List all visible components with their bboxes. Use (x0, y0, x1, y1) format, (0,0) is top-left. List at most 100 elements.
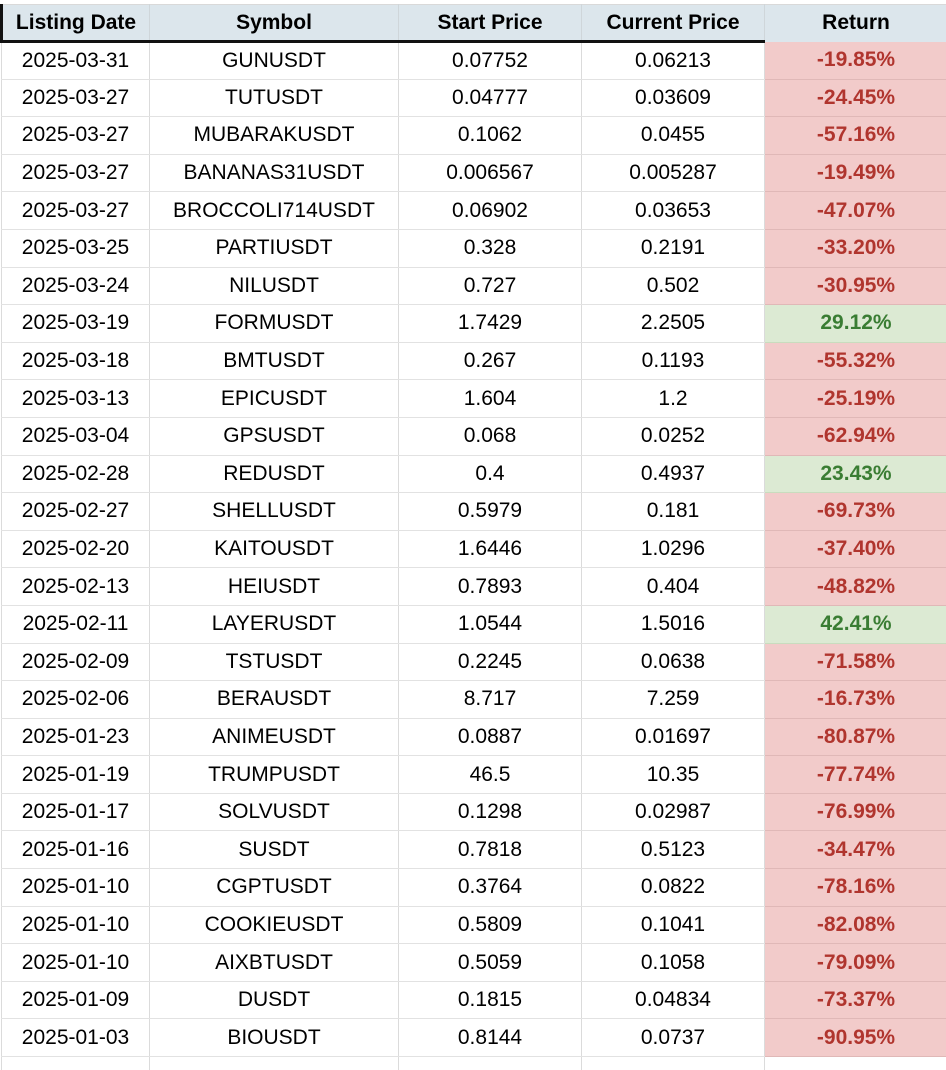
current-price-cell: 0.502 (581, 267, 765, 306)
symbol-cell: TUTUSDT (149, 79, 399, 118)
current-price-cell: 10.35 (581, 755, 765, 794)
current-price-cell: 0.04834 (581, 981, 765, 1020)
symbol-cell: HEIUSDT (149, 567, 399, 606)
symbol-cell: BERAUSDT (149, 680, 399, 719)
table-row: 2025-03-25 PARTIUSDT 0.328 0.2191 -33.20% (1, 229, 946, 268)
listing-date-cell: 2025-02-11 (1, 605, 150, 644)
table-row: 2025-01-10 CGPTUSDT 0.3764 0.0822 -78.16% (1, 868, 946, 907)
empty-cell (398, 1056, 582, 1070)
symbol-cell: MUBARAKUSDT (149, 116, 399, 155)
symbol-cell: GPSUSDT (149, 417, 399, 456)
symbol-cell: DUSDT (149, 981, 399, 1020)
table-header: Listing Date Symbol Start Price Current … (0, 4, 946, 43)
symbol-cell: PARTIUSDT (149, 229, 399, 268)
current-price-cell: 0.181 (581, 492, 765, 531)
symbol-cell: COOKIEUSDT (149, 906, 399, 945)
symbol-cell: ANIMEUSDT (149, 718, 399, 757)
table-row: 2025-01-16 SUSDT 0.7818 0.5123 -34.47% (1, 830, 946, 870)
start-price-cell: 0.7893 (398, 567, 582, 606)
return-cell: -37.40% (764, 530, 946, 569)
return-cell: -80.87% (764, 718, 946, 757)
listing-date-cell: 2025-03-04 (1, 417, 150, 456)
current-price-cell: 2.2505 (581, 304, 765, 343)
table-row: 2025-02-09 TSTUSDT 0.2245 0.0638 -71.58% (1, 643, 946, 682)
current-price-cell: 0.0737 (581, 1018, 765, 1058)
symbol-cell: BIOUSDT (149, 1018, 399, 1058)
table-body: 2025-03-31 GUNUSDT 0.07752 0.06213 -19.85% 20… (1, 41, 946, 1070)
table-row: 2025-03-13 EPICUSDT 1.604 1.2 -25.19% (1, 379, 946, 418)
start-price-cell: 0.1815 (398, 981, 582, 1020)
symbol-cell: GUNUSDT (149, 41, 399, 80)
current-price-cell: 0.404 (581, 567, 765, 606)
listing-date-cell: 2025-03-18 (1, 342, 150, 381)
return-cell: -24.45% (764, 79, 946, 118)
listing-date-cell: 2025-01-03 (1, 1018, 150, 1058)
table-row: 2025-02-20 KAITOUSDT 1.6446 1.0296 -37.40% (1, 530, 946, 569)
return-cell: -19.49% (764, 154, 946, 193)
listings-table: Listing Date Symbol Start Price Current … (0, 4, 946, 1070)
start-price-cell: 0.2245 (398, 643, 582, 682)
partial-row (1, 1056, 946, 1070)
current-price-cell: 0.4937 (581, 455, 765, 494)
return-cell: -69.73% (764, 492, 946, 531)
symbol-cell: BMTUSDT (149, 342, 399, 381)
table-row: 2025-01-10 COOKIEUSDT 0.5809 0.1041 -82.08% (1, 906, 946, 945)
symbol-cell: NILUSDT (149, 267, 399, 306)
listing-date-cell: 2025-01-10 (1, 943, 150, 982)
return-cell: -77.74% (764, 755, 946, 794)
table-row: 2025-01-23 ANIMEUSDT 0.0887 0.01697 -80.87% (1, 718, 946, 757)
return-cell: -62.94% (764, 417, 946, 456)
start-price-cell: 0.068 (398, 417, 582, 456)
table-row: 2025-02-27 SHELLUSDT 0.5979 0.181 -69.73% (1, 492, 946, 531)
table-row: 2025-01-10 AIXBTUSDT 0.5059 0.1058 -79.09% (1, 943, 946, 982)
table-row: 2025-03-27 MUBARAKUSDT 0.1062 0.0455 -57.16% (1, 116, 946, 155)
return-cell: 29.12% (764, 304, 946, 343)
return-cell: -79.09% (764, 943, 946, 982)
listing-date-cell: 2025-01-09 (1, 981, 150, 1020)
start-price-cell: 0.0887 (398, 718, 582, 757)
symbol-cell: SUSDT (149, 830, 399, 870)
current-price-cell: 0.03609 (581, 79, 765, 118)
return-cell: -82.08% (764, 906, 946, 945)
symbol-cell: BROCCOLI714USDT (149, 191, 399, 230)
start-price-cell: 0.5809 (398, 906, 582, 945)
start-price-cell: 8.717 (398, 680, 582, 719)
start-price-cell: 0.006567 (398, 154, 582, 193)
current-price-cell: 0.0638 (581, 643, 765, 682)
start-price-cell: 1.0544 (398, 605, 582, 644)
table-row: 2025-03-27 BANANAS31USDT 0.006567 0.005287-… (1, 154, 946, 193)
empty-cell (581, 1056, 765, 1070)
return-cell: -55.32% (764, 342, 946, 381)
start-price-cell: 46.5 (398, 755, 582, 794)
symbol-cell: FORMUSDT (149, 304, 399, 343)
return-cell: 42.41% (764, 605, 946, 644)
table-row: 2025-03-27 BROCCOLI714USDT 0.06902 0.03653-… (1, 191, 946, 230)
current-price-cell: 0.2191 (581, 229, 765, 268)
col-header-symbol: Symbol (149, 4, 399, 43)
table-row: 2025-01-03 BIOUSDT 0.8144 0.0737 -90.95% (1, 1018, 946, 1058)
table-row: 2025-03-27 TUTUSDT 0.04777 0.03609 -24.45% (1, 79, 946, 118)
listing-date-cell: 2025-02-20 (1, 530, 150, 569)
empty-cell (1, 1056, 150, 1070)
start-price-cell: 1.7429 (398, 304, 582, 343)
table-row: 2025-01-09 DUSDT 0.1815 0.04834 -73.37% (1, 981, 946, 1020)
listing-date-cell: 2025-02-27 (1, 492, 150, 531)
col-header-current-price: Current Price (581, 4, 765, 43)
symbol-cell: SHELLUSDT (149, 492, 399, 531)
current-price-cell: 0.1193 (581, 342, 765, 381)
start-price-cell: 0.5979 (398, 492, 582, 531)
table-row: 2025-03-31 GUNUSDT 0.07752 0.06213 -19.85% (1, 41, 946, 80)
table-row: 2025-01-19 TRUMPUSDT 46.5 10.35 -77.74% (1, 755, 946, 794)
listing-date-cell: 2025-03-27 (1, 116, 150, 155)
return-cell: -16.73% (764, 680, 946, 719)
listing-date-cell: 2025-01-10 (1, 868, 150, 907)
current-price-cell: 0.02987 (581, 793, 765, 832)
listing-date-cell: 2025-03-27 (1, 79, 150, 118)
col-header-return: Return (764, 4, 946, 42)
table-row: 2025-02-28 REDUSDT 0.4 0.4937 23.43% (1, 455, 946, 494)
start-price-cell: 0.7818 (398, 830, 582, 870)
symbol-cell: BANANAS31USDT (149, 154, 399, 193)
symbol-cell: CGPTUSDT (149, 868, 399, 907)
symbol-cell: TSTUSDT (149, 643, 399, 682)
